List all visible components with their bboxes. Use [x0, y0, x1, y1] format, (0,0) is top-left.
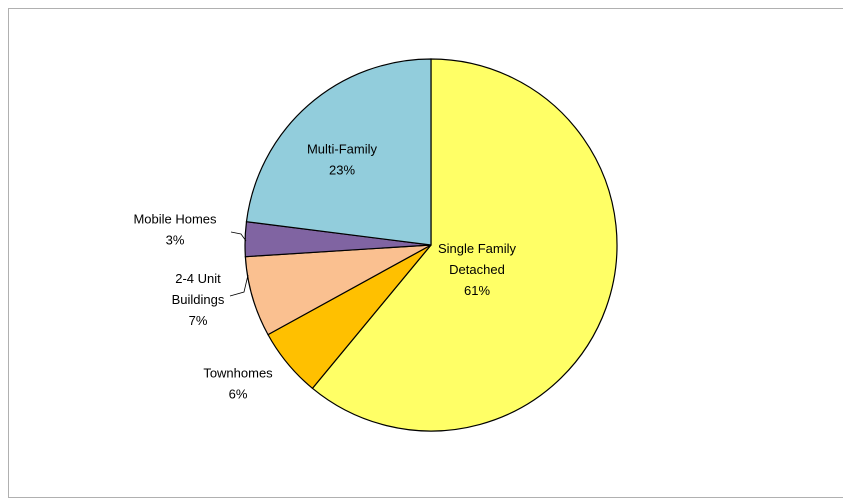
- slice-name: Multi-Family: [307, 142, 378, 157]
- slice-name: Detached: [449, 262, 505, 277]
- slice-label: Single Family Detached 61%: [438, 241, 517, 298]
- leader-line: [229, 274, 249, 297]
- slice-percent: 61%: [464, 283, 490, 298]
- slice-name: Townhomes: [203, 366, 273, 381]
- slice-name: 2-4 Unit: [175, 271, 221, 286]
- slice-label: Multi-Family 23%: [307, 142, 378, 178]
- slice-label: 2-4 Unit Buildings 7%: [172, 271, 225, 328]
- slice-name: Single Family: [438, 241, 517, 256]
- slice-label: Townhomes 6%: [203, 366, 273, 402]
- slice-name: Buildings: [172, 292, 225, 307]
- slice-percent: 23%: [329, 163, 355, 178]
- leader-lines: [229, 231, 249, 297]
- pie-slices: [244, 58, 618, 432]
- slice-percent: 6%: [229, 387, 248, 402]
- slice-percent: 3%: [166, 233, 185, 248]
- pie-chart: Single Family Detached 61% Townhomes 6% 2-4 U…: [133, 58, 618, 432]
- slice-percent: 7%: [189, 313, 208, 328]
- pie-slice-multi-family: [245, 58, 432, 246]
- slice-label: Mobile Homes 3%: [133, 212, 217, 248]
- slice-name: Mobile Homes: [133, 212, 217, 227]
- pie-slice-single-family-detached: [311, 58, 618, 432]
- data-labels: Single Family Detached 61% Townhomes 6% 2-4 U…: [133, 142, 516, 402]
- leader-line: [230, 231, 247, 242]
